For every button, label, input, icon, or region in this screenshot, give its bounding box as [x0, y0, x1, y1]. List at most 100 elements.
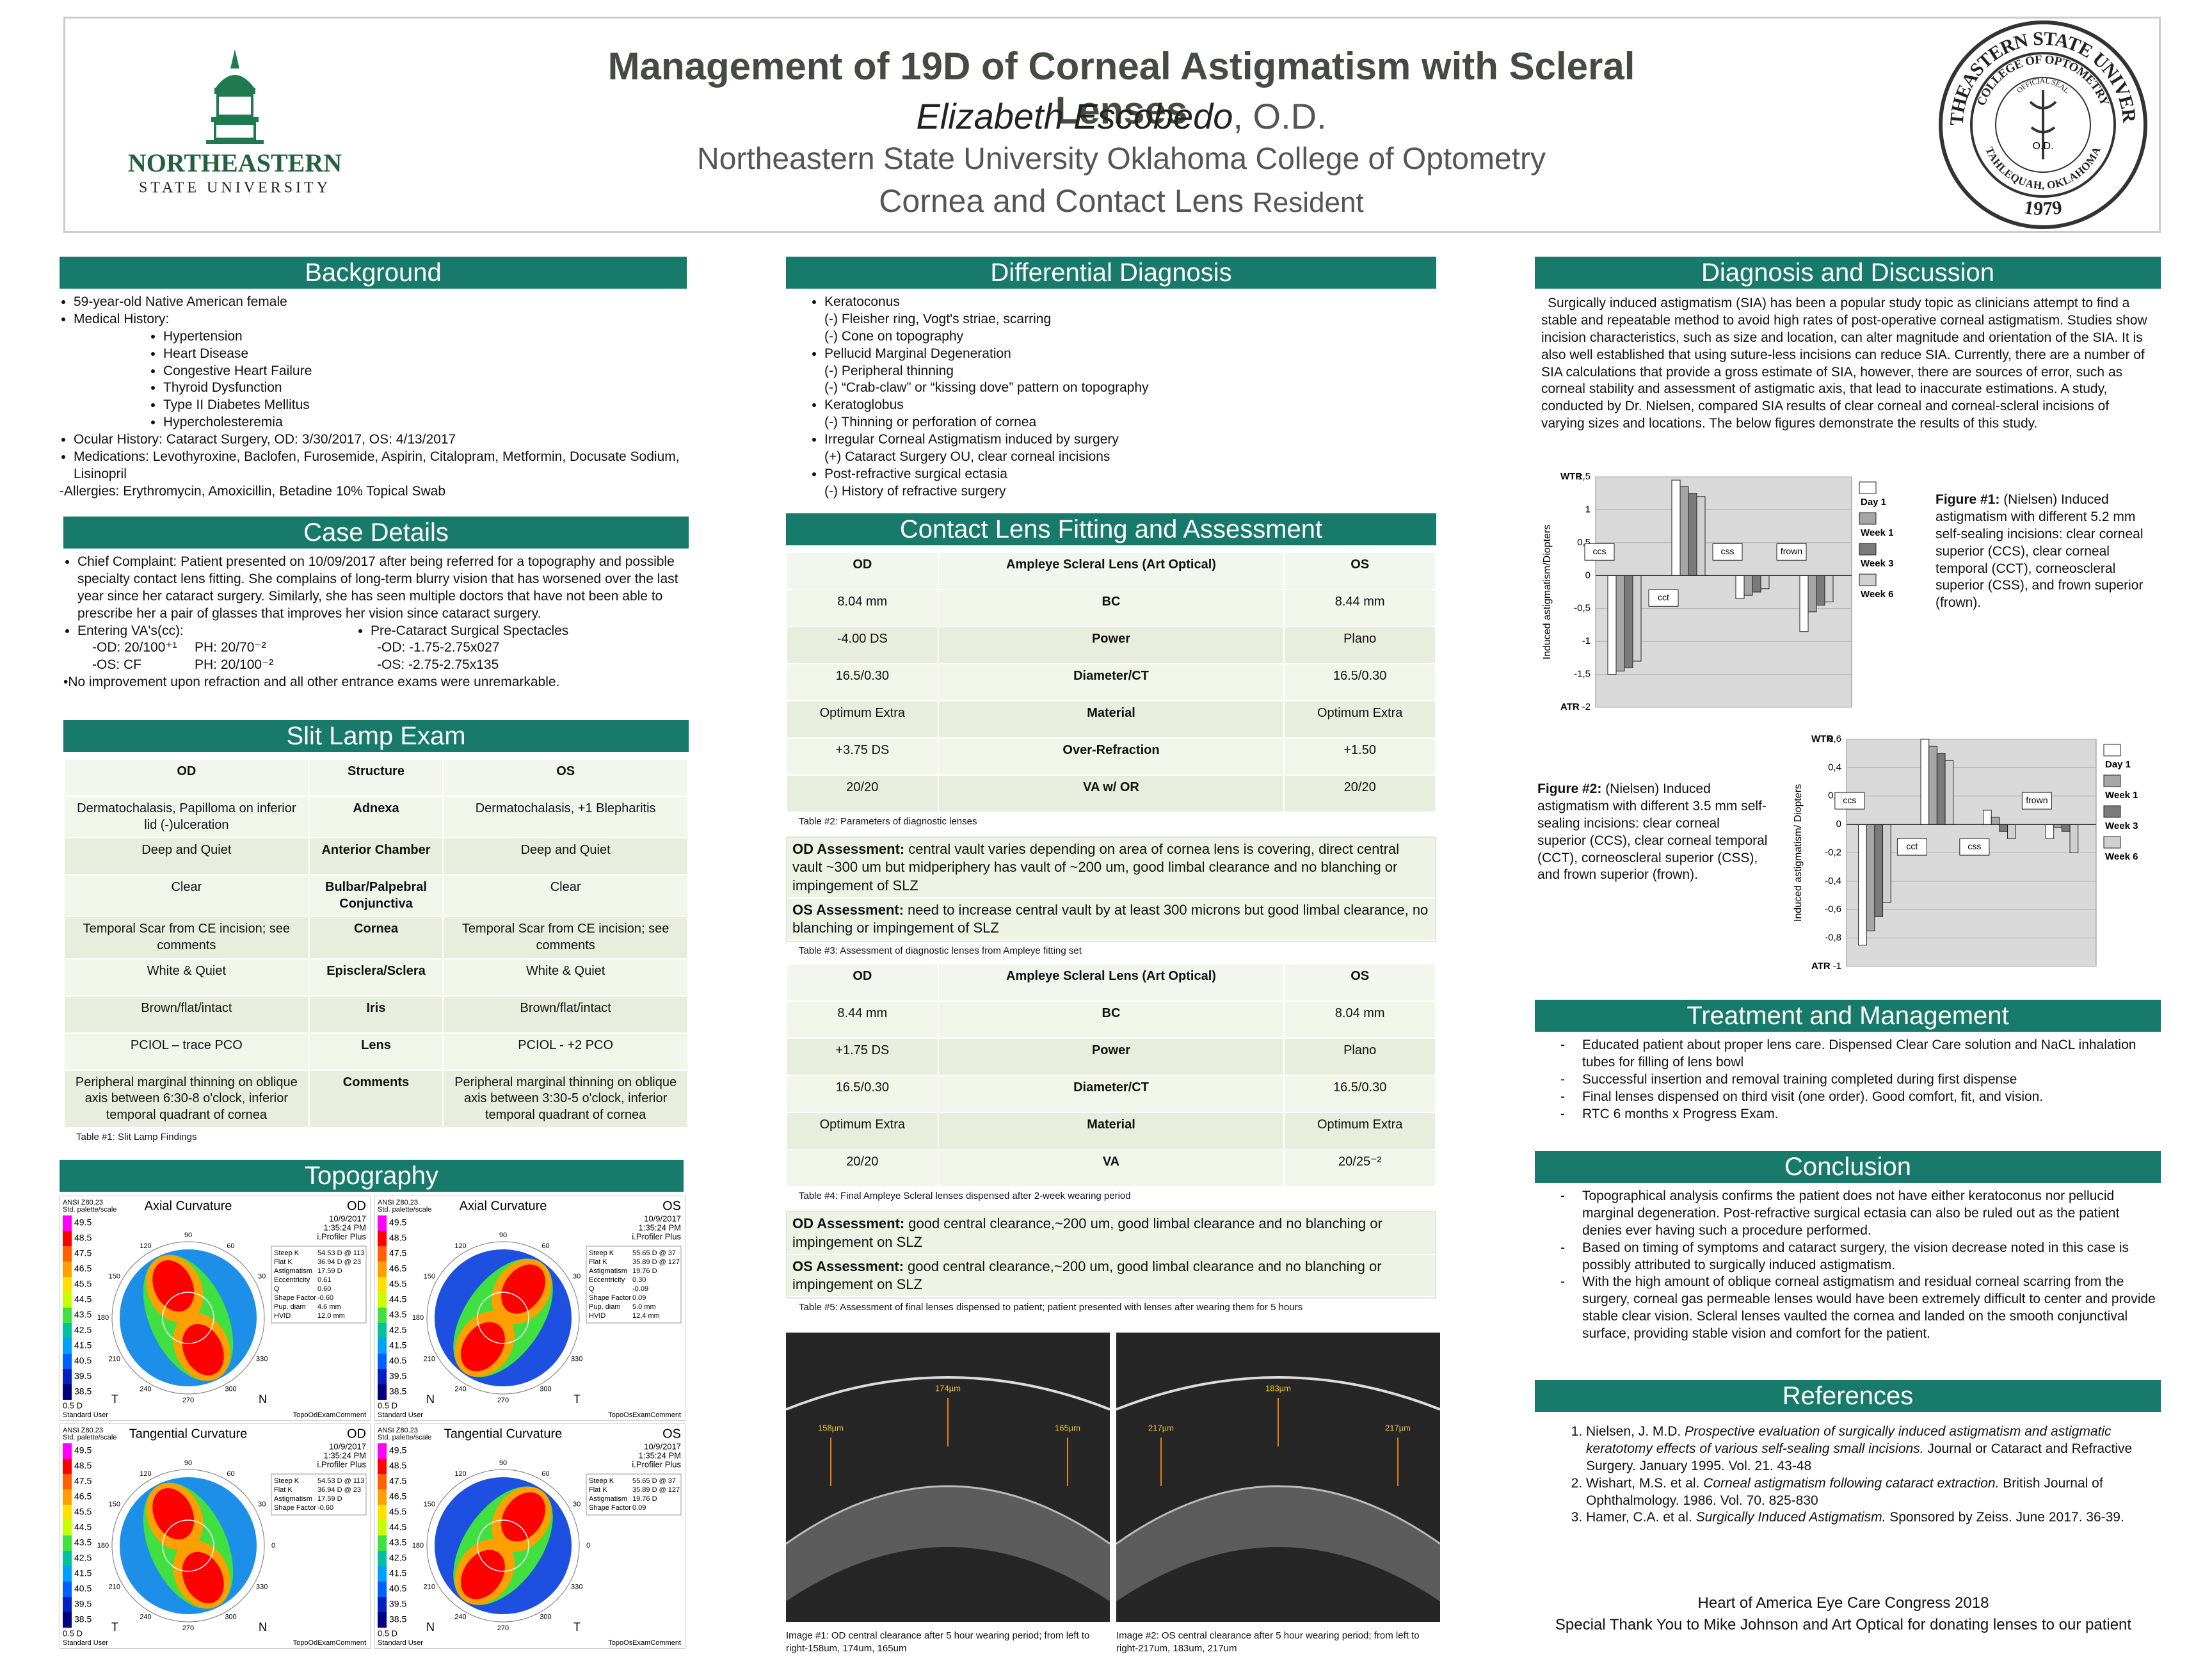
reference-author: Wishart, M.S. et al. — [1586, 1475, 1704, 1491]
va-line: -OD: 20/100⁺¹ PH: 20/70⁻² — [63, 639, 345, 657]
category-label: ccs — [1593, 546, 1607, 556]
sub-list: (+) Cataract Surgery OU, clear corneal i… — [824, 449, 1436, 466]
list-item: Educated patient about proper lens care.… — [1560, 1037, 2161, 1071]
scale-swatch — [63, 1215, 72, 1231]
list-item: Chief Complaint: Patient presented on 10… — [77, 554, 689, 623]
legend-label: Week 3 — [2105, 821, 2138, 831]
figure-1-caption: Figure #1: (Nielsen) Induced astigmatism… — [1936, 492, 2156, 612]
table-cell: Dermatochalasis, Papilloma on inferior l… — [63, 795, 310, 839]
stat-value: 54.53 D @ 113 — [317, 1249, 364, 1257]
table-cell: Clear — [442, 874, 689, 918]
assessment-row: OD Assessment: good central clearance,~20… — [787, 1212, 1435, 1255]
stat-value: 5.0 mm — [632, 1303, 656, 1311]
bar — [1679, 486, 1689, 576]
scale-swatch — [378, 1597, 387, 1612]
standard: ANSI Z80.23 — [63, 1427, 103, 1434]
scale-label: 49.5 — [74, 1445, 92, 1455]
stat-value: 54.53 D @ 113 — [317, 1477, 364, 1485]
position-line: Cornea and Contact Lens Resident — [577, 182, 1665, 220]
bar — [1760, 575, 1770, 589]
clearance-label: 165µm — [1055, 1423, 1080, 1433]
scale-swatch — [63, 1535, 72, 1551]
scale-label: 46.5 — [74, 1491, 92, 1502]
orientation: T — [111, 1621, 118, 1633]
table-cell: Temporal Scar from CE incision; see comm… — [63, 916, 310, 959]
legend-label: Week 1 — [1861, 527, 1893, 538]
scale-swatch — [378, 1612, 387, 1628]
legend-swatch — [2103, 774, 2121, 787]
legend-swatch — [2103, 836, 2121, 849]
university-logo: NORTHEASTERN STATE UNIVERSITY — [128, 49, 342, 196]
bar — [1882, 824, 1891, 903]
reference-source: Sponsored by Zeiss. June 2017. 36-39. — [1886, 1510, 2124, 1525]
list-item: Topographical analysis confirms the pati… — [1560, 1188, 2161, 1240]
stats-box — [271, 1246, 367, 1324]
table-cell: PCIOL - +2 PCO — [442, 1032, 689, 1071]
stat-label: Shape Factor — [274, 1294, 316, 1302]
scale-label: 48.5 — [389, 1233, 406, 1243]
sub-item: (-) Thinning or perforation of cornea — [824, 415, 1037, 430]
bar — [1944, 760, 1954, 825]
stat-label: Steep K — [274, 1249, 300, 1257]
sub-list: (-) Thinning or perforation of cornea — [824, 414, 1436, 431]
scale-swatch — [378, 1292, 387, 1308]
stat-label: Pup. diam — [589, 1303, 621, 1311]
angle-label: 300 — [540, 1386, 551, 1393]
map-ring — [111, 1469, 265, 1623]
case-section: Case Details Chief Complaint: Patient pre… — [63, 517, 689, 691]
slit-lamp-section: Slit Lamp Exam OD Structure OS Dermatochalas… — [63, 720, 689, 1144]
bar — [2069, 824, 2079, 853]
stat-value: 55.65 D @ 37 — [632, 1249, 676, 1257]
stat-value: -0.60 — [317, 1294, 333, 1302]
angle-label: 210 — [424, 1583, 435, 1591]
angle-label: 90 — [499, 1231, 507, 1239]
y-tick-label: -0,2 — [1825, 847, 1841, 858]
scale-swatch — [63, 1308, 72, 1323]
scale-label: 40.5 — [74, 1356, 92, 1366]
cornea-front — [785, 1485, 1110, 1545]
clearance-label: 217µm — [1385, 1423, 1411, 1433]
table-row: OD Ampleye Scleral Lens (Art Optical) OS — [786, 552, 1436, 590]
stat-value: 12.4 mm — [632, 1312, 660, 1320]
map-colors — [435, 1249, 572, 1386]
comment: TopoOdExamComment — [293, 1411, 366, 1419]
map-band — [182, 1551, 224, 1603]
bar — [2007, 824, 2016, 839]
assessment-label: OS Assessment: — [792, 901, 904, 918]
scale-label: 39.5 — [74, 1371, 92, 1381]
list-item: Pre-Cataract Surgical Spectacles — [371, 623, 568, 640]
reference-author: Hamer, C.A. et al. — [1586, 1510, 1696, 1525]
stat-value: 17.59 D — [317, 1495, 342, 1503]
sub-list: HypertensionHeart DiseaseCongestive Hear… — [74, 328, 687, 431]
table-cell: +3.75 DS — [786, 737, 939, 776]
angle-label: 120 — [140, 1242, 151, 1250]
bar — [1999, 824, 2008, 832]
position: Cornea and Contact Lens — [879, 183, 1244, 219]
table-cell: +1.75 DS — [786, 1038, 939, 1077]
palette: Std. palette/scale — [63, 1434, 116, 1441]
table-cell: Power — [937, 1038, 1285, 1077]
y-axis-label: Induced astigmatism/ Diopters — [1793, 784, 1804, 922]
table-row: Optimum Extra Material Optimum Extra — [786, 1112, 1436, 1151]
stat-label: Astigmatism — [274, 1267, 312, 1275]
bar — [1696, 496, 1706, 576]
map-colors — [120, 1477, 257, 1614]
scale-label: 39.5 — [74, 1599, 92, 1609]
map-band — [501, 1264, 545, 1314]
table-caption: Table #5: Assessment of final lenses dis… — [799, 1301, 1303, 1313]
angle-label: 150 — [424, 1272, 435, 1280]
author: Elizabeth Escobedo — [916, 96, 1233, 136]
sub-item: (-) Peripheral thinning — [824, 363, 954, 378]
stat-label: Q — [274, 1285, 280, 1293]
table-cell: Plano — [1283, 626, 1436, 664]
bar — [1632, 575, 1642, 662]
topography-section: Topography ANSI Z80.23 Std. palette/scale A… — [60, 1160, 685, 1649]
table-cell: Episclera/Sclera — [308, 958, 444, 997]
clearance-label: 158µm — [818, 1423, 844, 1433]
lens-surface — [785, 1376, 1110, 1411]
bar — [1824, 575, 1834, 602]
y-tick-label: 0,4 — [1828, 762, 1841, 773]
angle-label: 180 — [412, 1542, 424, 1550]
scale-swatch — [378, 1277, 387, 1292]
map-band — [182, 1324, 224, 1375]
